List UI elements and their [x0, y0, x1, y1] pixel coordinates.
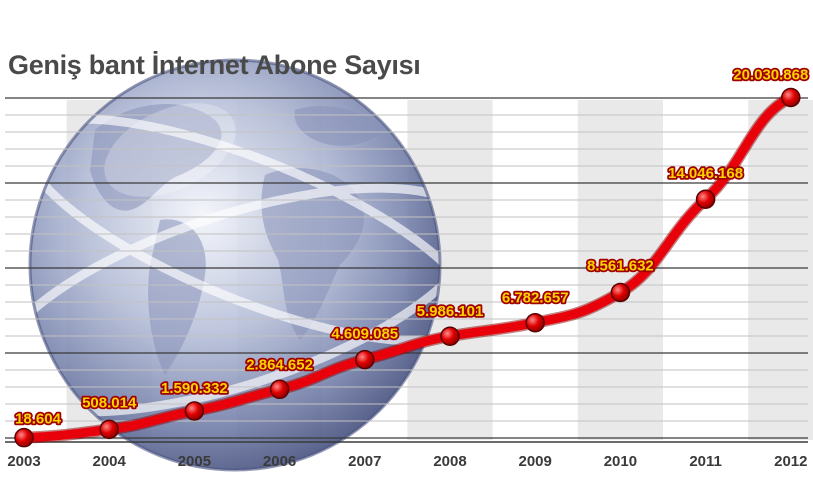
data-point: [610, 282, 631, 303]
data-label: 20.030.868: [733, 66, 808, 83]
data-label: 5.986.101: [417, 303, 484, 320]
data-point: [184, 401, 205, 421]
data-point: [525, 312, 545, 333]
series-line: [18, 91, 797, 444]
data-label: 4.609.085: [331, 326, 398, 343]
x-tick-label: 2009: [519, 453, 552, 470]
series-line-path: [19, 92, 796, 443]
data-point: [781, 87, 801, 108]
data-label: 508.014: [82, 394, 137, 411]
x-tick-label: 2006: [263, 453, 296, 470]
grid-lines: [5, 97, 808, 443]
data-point: [440, 326, 460, 346]
year-band: [748, 100, 813, 440]
x-tick-label: 2003: [7, 453, 40, 470]
x-tick-label: 2004: [93, 453, 127, 470]
x-tick-label: 2011: [689, 453, 722, 470]
data-point: [269, 379, 290, 400]
data-points: [14, 87, 801, 448]
x-axis: 2003 2004 2005 2006 2007 2008 2009 2010 2011 2012: [7, 453, 807, 470]
x-tick-label: 2005: [178, 453, 211, 470]
x-tick-label: 2010: [604, 453, 637, 470]
chart-title: Geniş bant İnternet Abone Sayısı: [8, 50, 421, 80]
data-label: 6.782.657: [502, 290, 569, 307]
data-labels: 18.604 508.014 1.590.332 2.864.652 4.609.085…: [13, 65, 810, 430]
data-label: 2.864.652: [246, 356, 313, 373]
data-label: 1.590.332: [161, 380, 228, 397]
x-tick-label: 2007: [348, 453, 381, 470]
x-tick-label: 2008: [433, 453, 466, 470]
data-label: 8.561.632: [587, 257, 654, 274]
data-point: [695, 189, 716, 209]
x-tick-label: 2012: [774, 453, 807, 470]
data-point: [355, 349, 375, 370]
data-label: 14.046.168: [668, 165, 743, 182]
data-label: 18.604: [15, 411, 62, 428]
data-point: [99, 419, 119, 440]
data-point: [14, 427, 34, 448]
